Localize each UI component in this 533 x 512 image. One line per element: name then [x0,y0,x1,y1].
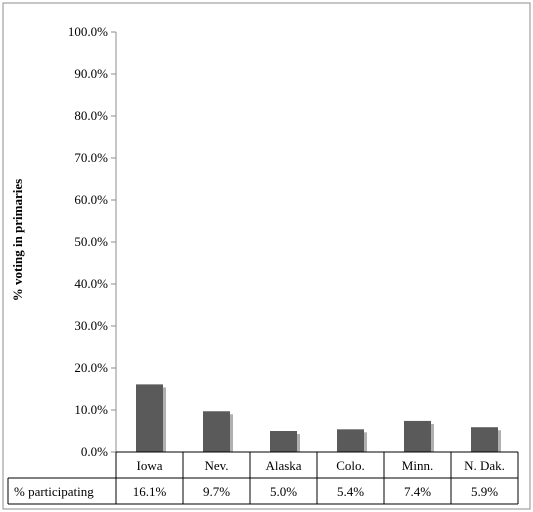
category-label: Colo. [336,458,365,473]
bar-n-dak [471,427,498,452]
y-tick-label: 80.0% [74,108,108,123]
value-label: 5.0% [270,484,297,499]
y-tick-label: 70.0% [74,150,108,165]
value-label: 5.4% [337,484,364,499]
y-tick-label: 10.0% [74,402,108,417]
y-tick-label: 60.0% [74,192,108,207]
category-label: Nev. [204,458,228,473]
bar-colo [337,429,364,452]
value-label: 9.7% [203,484,230,499]
bar-minn [404,420,431,452]
category-label: Alaska [265,458,301,473]
bar-series [136,384,501,452]
category-label: Minn. [402,458,433,473]
value-label: 16.1% [133,484,167,499]
y-tick-label: 0.0% [81,444,108,459]
data-table: Iowa 16.1% Nev. 9.7% Alaska 5.0% Colo. 5.4% Minn… [7,451,519,505]
bar-alaska [270,431,297,452]
y-tick-label: 90.0% [74,66,108,81]
y-tick-label: 50.0% [74,234,108,249]
y-tick-label: 100.0% [68,24,108,39]
bar-nev [203,411,230,452]
y-tick-label: 30.0% [74,318,108,333]
value-label: 7.4% [404,484,431,499]
y-tick-label: 40.0% [74,276,108,291]
bar-iowa [136,384,163,452]
y-tick-label: 20.0% [74,360,108,375]
value-label: 5.9% [471,484,498,499]
y-axis-label: % voting in primaries [10,179,25,301]
y-axis-ticks: 0.0% 10.0% 20.0% 30.0% 40.0% 50.0% 60.0% 70.0% 8… [68,24,116,459]
category-label: N. Dak. [464,458,505,473]
category-label: Iowa [137,458,163,473]
data-table-row-label: % participating [14,484,94,499]
